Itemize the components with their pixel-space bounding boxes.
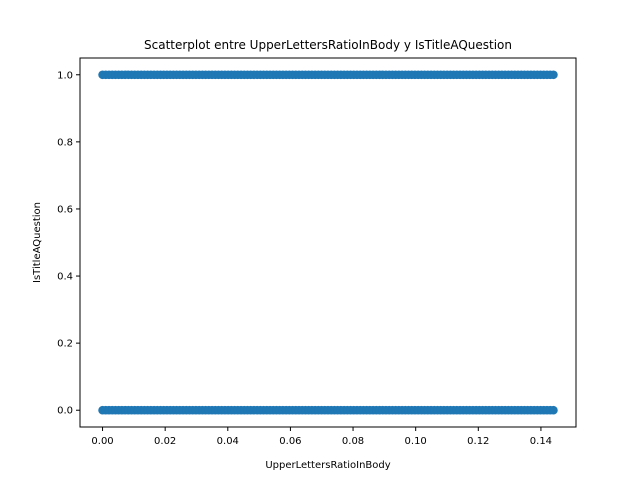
scatter-point	[549, 405, 558, 415]
x-tick-label: 0.12	[467, 436, 489, 447]
y-tick-label: 0.0	[57, 406, 73, 417]
x-tick-label: 0.10	[405, 436, 427, 447]
x-tick-label: 0.02	[154, 436, 176, 447]
scatter-point	[549, 70, 558, 80]
x-tick-label: 0.00	[91, 436, 113, 447]
x-axis: 0.00 0.02 0.04 0.06 0.08 0.10 0.12 0.14	[91, 427, 552, 447]
x-tick-label: 0.14	[530, 436, 552, 447]
y-tick-label: 0.8	[57, 137, 73, 148]
chart-title: Scatterplot entre UpperLettersRatioInBod…	[144, 38, 512, 52]
y-tick-label: 0.2	[57, 339, 73, 350]
y-tick-label: 0.4	[57, 272, 73, 283]
x-tick-label: 0.04	[217, 436, 239, 447]
x-tick-label: 0.06	[279, 436, 301, 447]
y-tick-label: 0.6	[57, 204, 73, 215]
y-tick-label: 1.0	[57, 70, 73, 81]
points-layer	[98, 70, 558, 415]
x-axis-label: UpperLettersRatioInBody	[265, 460, 390, 471]
x-tick-label: 0.08	[342, 436, 364, 447]
y-axis-label: IsTitleAQuestion	[32, 202, 43, 283]
plot-frame	[79, 57, 577, 428]
y-axis: 0.0 0.2 0.4 0.6 0.8 1.0	[57, 70, 80, 417]
